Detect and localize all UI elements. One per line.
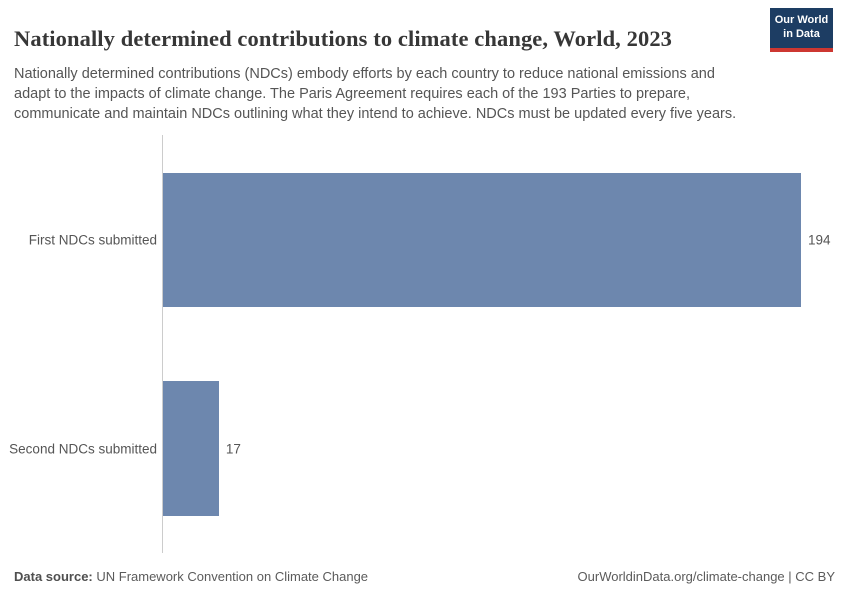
- chart-subtitle: Nationally determined contributions (NDC…: [14, 65, 737, 122]
- bar-second-ndcs[interactable]: [163, 381, 219, 516]
- owid-logo[interactable]: Our World in Data: [770, 8, 833, 52]
- data-source-label: Data source:: [14, 569, 93, 584]
- y-axis-line: [162, 135, 163, 553]
- data-source-text: UN Framework Convention on Climate Chang…: [92, 569, 369, 584]
- category-label-second-ndcs: Second NDCs submitted: [9, 441, 157, 456]
- chart-footer: Data source: UN Framework Convention on …: [14, 569, 835, 584]
- data-source: Data source: UN Framework Convention on …: [14, 569, 368, 584]
- value-label-second-ndcs: 17: [225, 441, 241, 456]
- bar-row: First NDCs submitted 194: [0, 173, 850, 307]
- category-label-first-ndcs: First NDCs submitted: [28, 232, 157, 248]
- value-label-first-ndcs: 194: [808, 232, 831, 248]
- owid-logo-line2: in Data: [783, 28, 820, 40]
- credit-link[interactable]: OurWorldinData.org/climate-change | CC B…: [577, 569, 835, 584]
- chart-title: Nationally determined contributions to c…: [14, 26, 673, 52]
- owid-logo-line1: Our World: [774, 14, 829, 27]
- bar-first-ndcs[interactable]: [163, 173, 801, 307]
- bar-row: Second NDCs submitted 17: [0, 381, 850, 516]
